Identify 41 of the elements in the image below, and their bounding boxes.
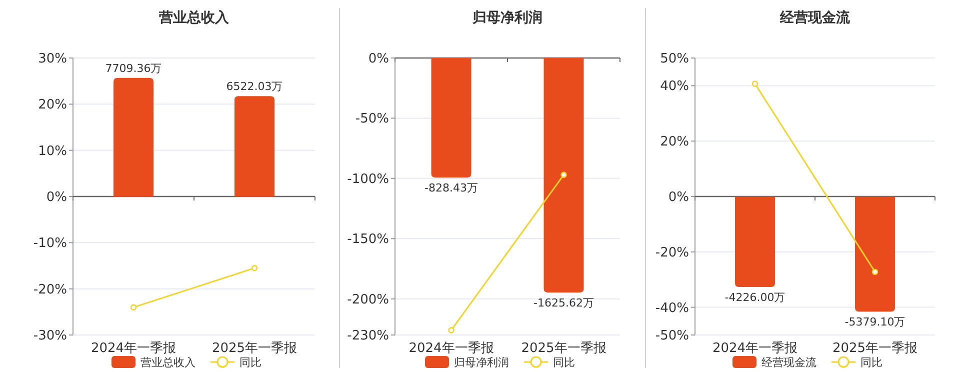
data-label: -4226.00万 <box>724 290 786 304</box>
y-tick-label: 20% <box>660 134 689 150</box>
chart-title: 营业总收入 <box>158 10 230 26</box>
y-tick-label: 0% <box>368 52 389 66</box>
data-label: 6522.03万 <box>226 80 283 94</box>
y-tick-label: 30% <box>38 52 67 66</box>
y-tick-label: -150% <box>347 232 389 248</box>
y-tick-label: -20% <box>655 245 689 260</box>
x-tick-label: 2025年一季报 <box>212 341 298 356</box>
y-tick-label: 20% <box>38 98 67 113</box>
y-tick-label: -30% <box>33 328 67 344</box>
data-label: -828.43万 <box>424 182 478 195</box>
data-label: -1625.62万 <box>534 296 594 310</box>
legend-label: 归母净利润 <box>454 356 509 369</box>
y-tick-label: -100% <box>347 172 389 187</box>
data-label: 7709.36万 <box>105 62 162 75</box>
chart-title: 归母净利润 <box>472 9 542 26</box>
legend-label: 营业总收入 <box>140 356 196 369</box>
y-tick-label: -40% <box>655 300 689 316</box>
legend-label: 经营现金流 <box>762 356 816 369</box>
chart-title: 经营现金流 <box>779 9 851 26</box>
y-tick-label: -50% <box>355 112 389 127</box>
x-tick-label: 2024年一季报 <box>712 341 798 356</box>
x-tick-label: 2025年一季报 <box>832 341 918 356</box>
y-tick-label: -10% <box>33 236 67 252</box>
y-tick-label: 0% <box>668 190 689 205</box>
y-tick-label: 50% <box>660 52 689 66</box>
legend-label: 同比 <box>553 356 575 369</box>
y-tick-label: -50% <box>655 328 689 344</box>
legend-label: 同比 <box>860 356 882 369</box>
y-tick-label: 0% <box>46 190 67 205</box>
y-tick-label: -20% <box>33 282 67 298</box>
data-label: -5379.10万 <box>844 316 906 329</box>
y-tick-label: 40% <box>660 79 689 94</box>
y-tick-label: 10% <box>38 144 67 159</box>
x-tick-label: 2025年一季报 <box>521 341 606 356</box>
y-tick-label: -230% <box>347 328 389 344</box>
x-tick-label: 2024年一季报 <box>408 341 494 356</box>
legend-label: 同比 <box>240 356 262 369</box>
x-tick-label: 2024年一季报 <box>90 341 176 356</box>
y-tick-label: -200% <box>347 292 389 308</box>
